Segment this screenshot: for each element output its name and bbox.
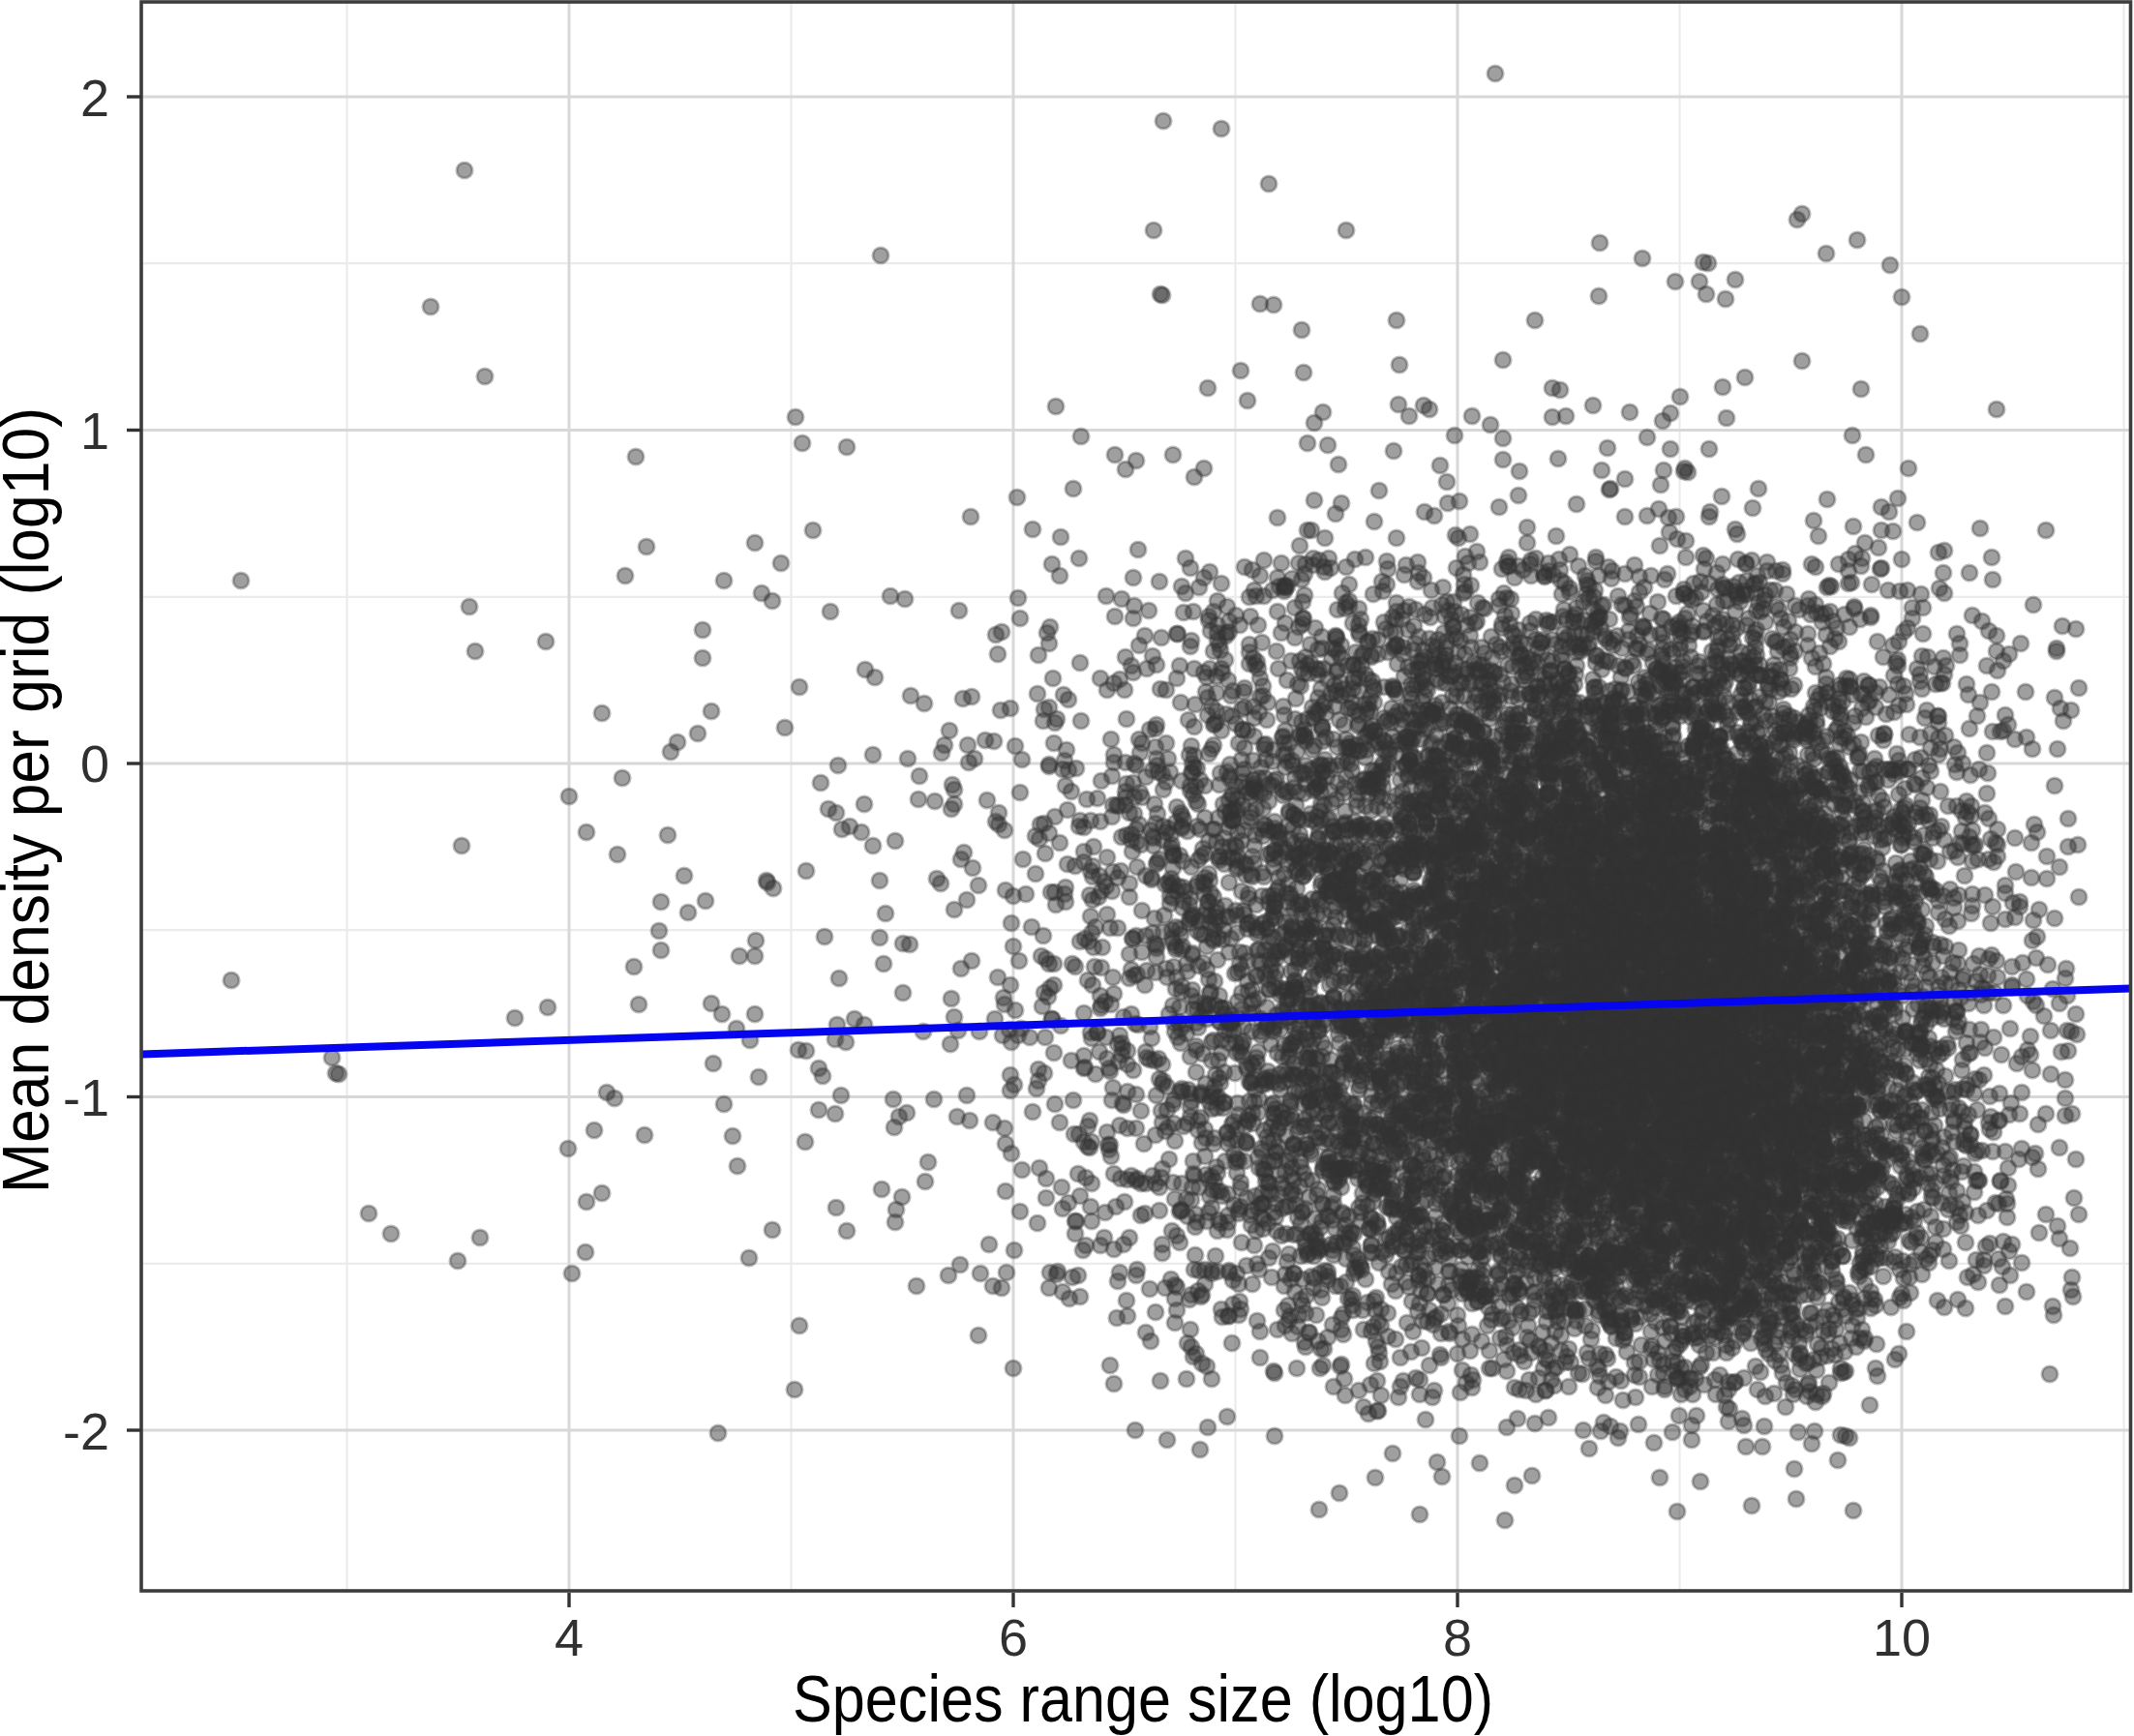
svg-text:Mean density per grid (log10): Mean density per grid (log10) [0,407,62,1193]
svg-text:1: 1 [80,402,109,460]
svg-text:2: 2 [80,69,109,127]
svg-text:0: 0 [80,734,109,793]
svg-text:8: 8 [1443,1608,1472,1666]
svg-text:-2: -2 [63,1402,109,1460]
svg-text:Species range size (log10): Species range size (log10) [793,1661,1493,1735]
svg-text:-1: -1 [63,1068,109,1126]
svg-text:10: 10 [1873,1608,1931,1666]
svg-text:6: 6 [999,1608,1028,1666]
svg-text:4: 4 [555,1608,584,1666]
